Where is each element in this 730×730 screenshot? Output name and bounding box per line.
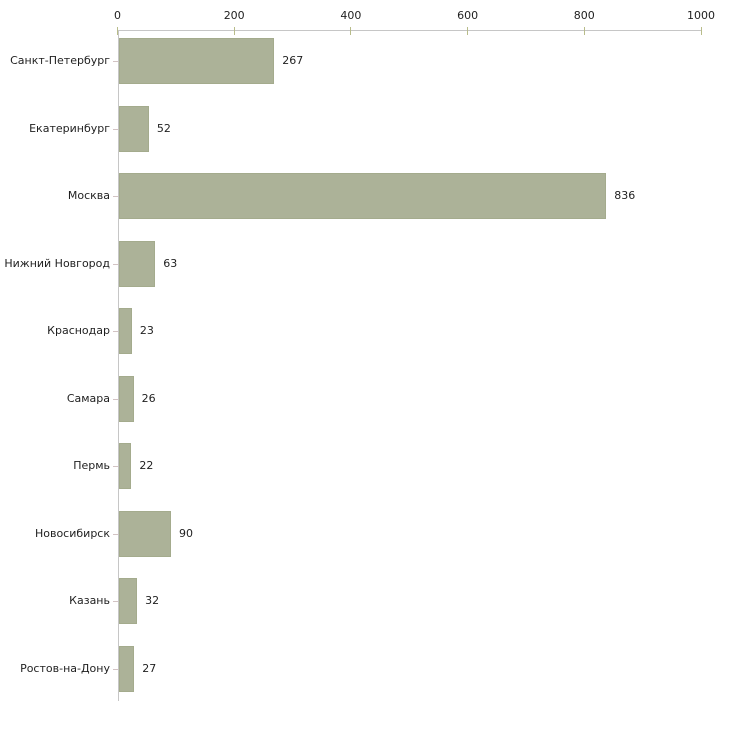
bar [118,173,607,219]
bar [118,308,132,354]
bar [118,240,156,287]
value-label: 32 [145,594,160,607]
category-label: Самара [66,391,110,405]
value-label: 23 [139,324,154,337]
x-axis-line [117,30,702,31]
value-label: 27 [142,661,157,675]
x-axis-tick-label: 400 [340,9,362,22]
category-label: Краснодар [47,324,110,337]
x-axis-tick-label: 800 [573,9,595,22]
category-label: Санкт-Петербург [10,54,110,67]
bar [118,578,138,624]
bar [118,510,171,557]
bar [118,38,275,84]
x-axis-tick [350,27,352,35]
y-axis-tick [112,331,118,332]
category-label: Казань [69,594,110,607]
y-axis-tick [112,533,118,535]
category-label: Москва [67,189,110,202]
y-axis-tick [112,466,118,467]
y-axis-tick [112,263,118,265]
x-axis-tick-label: 200 [223,9,245,22]
x-axis-tick-label: 600 [457,9,479,22]
category-label: Нижний Новгород [4,256,110,270]
y-axis-line [117,30,119,701]
value-label: 90 [179,526,193,540]
category-label: Пермь [73,459,110,472]
category-label: Ростов-на-Дону [20,661,110,675]
y-axis-tick [112,668,118,670]
value-label: 22 [139,459,154,472]
value-label: 26 [141,391,156,405]
y-axis-tick [112,601,118,602]
bar [118,375,134,422]
x-axis-tick [583,27,585,35]
y-axis-tick [112,61,118,62]
category-label: Новосибирск [34,526,110,540]
value-label: 836 [614,189,636,202]
bar [118,645,135,692]
x-axis-tick [117,27,118,35]
value-label: 52 [156,121,171,135]
x-axis-tick [467,27,469,35]
value-label: 267 [282,54,304,67]
y-axis-tick [112,398,118,400]
x-axis-tick [700,27,702,35]
x-axis-tick-label: 1000 [687,9,715,22]
y-axis-tick [112,196,118,197]
y-axis-tick [112,128,118,130]
bar [118,443,132,489]
value-label: 63 [163,256,178,270]
category-label: Екатеринбург [29,121,110,135]
x-axis-tick [233,27,235,35]
x-axis-tick-label: 0 [114,9,121,22]
bar [118,105,149,152]
